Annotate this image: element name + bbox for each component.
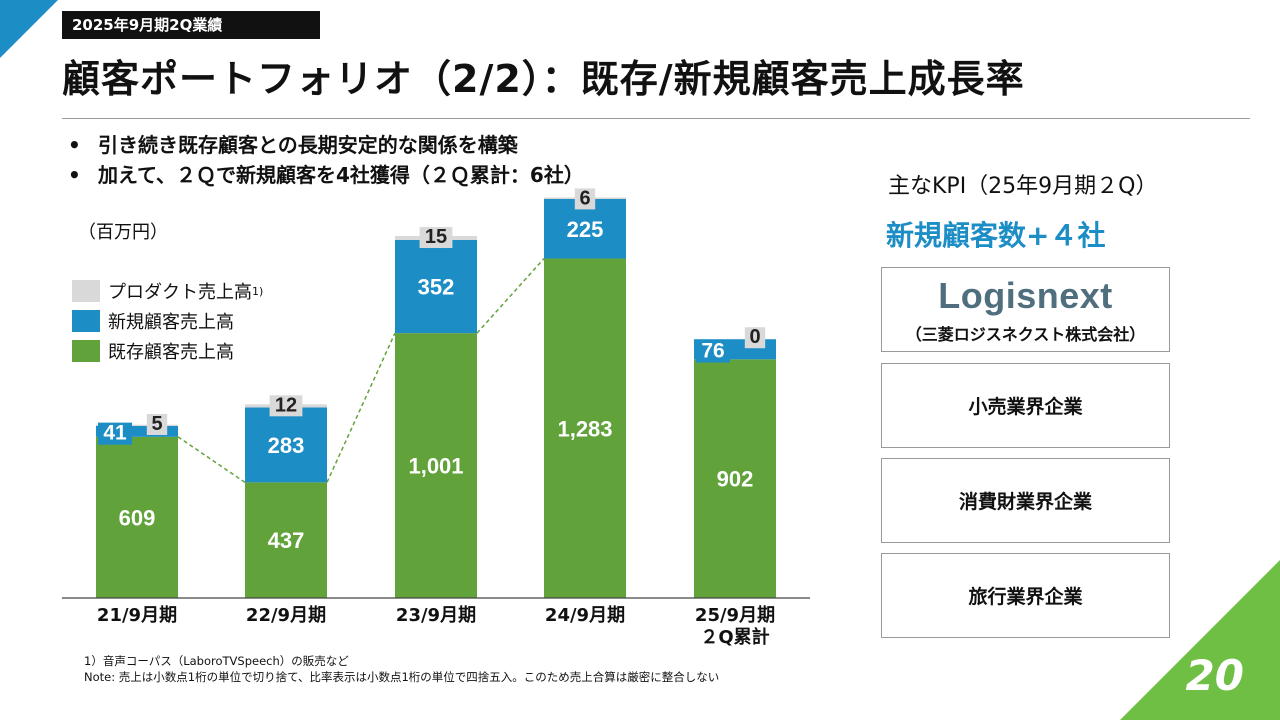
page-title: 顧客ポートフォリオ（2/2）：既存/新規顧客売上成長率	[62, 57, 1025, 101]
data-label-bg	[269, 395, 303, 417]
period-tag: 2025年9月期2Q業績	[62, 11, 320, 39]
data-label-product: 5	[151, 413, 162, 435]
customer-card-logisnext: Logisnext （三菱ロジスネクスト株式会社）	[881, 267, 1170, 352]
legend-swatch	[72, 310, 100, 332]
data-label-new: 283	[268, 433, 305, 458]
data-label-existing: 437	[268, 528, 305, 553]
data-label-existing: 609	[119, 505, 156, 530]
footnote: 1）音声コーパス（LaboroTVSpeech）の販売など	[84, 654, 349, 668]
data-label-product: 6	[579, 187, 590, 209]
bar-segment	[96, 436, 178, 598]
data-label-product: 15	[425, 226, 447, 248]
data-label-new: 76	[701, 339, 724, 362]
data-label-new: 41	[103, 421, 127, 444]
legend-swatch	[72, 340, 100, 362]
customer-card-retail: 小売業界企業	[881, 363, 1170, 448]
growth-connector-line	[326, 332, 396, 483]
x-tick-label: 23/9月期	[396, 605, 476, 626]
legend-item-new: 新規顧客売上高	[72, 306, 263, 336]
bullet-item: • 加えて、２Ｑで新規顧客を4社獲得（２Ｑ累計：6社）	[68, 163, 584, 187]
bar-segment	[544, 258, 626, 598]
title-divider	[62, 118, 1250, 119]
corner-accent-top-left	[0, 0, 58, 58]
customer-name: 消費財業界企業	[958, 491, 1092, 513]
bar-segment	[245, 482, 327, 598]
data-label-bg	[574, 188, 596, 210]
data-label-bg	[97, 422, 133, 445]
customer-name: 旅行業界企業	[968, 586, 1083, 608]
legend-item-product: プロダクト売上高 1)	[72, 276, 263, 306]
x-tick-label: ２Q累計	[700, 626, 769, 648]
bar-segment	[694, 359, 776, 598]
customer-name: （三菱ロジスネクスト株式会社）	[905, 324, 1146, 344]
customer-card-travel: 旅行業界企業	[881, 553, 1170, 638]
stacked-bar-chart: 609 41 5 21/9月期 437 283 12 22/9月期 1,001 352 15 23/9…	[62, 187, 810, 648]
x-tick-label: 21/9月期	[97, 605, 177, 626]
footnotes: 1）音声コーパス（LaboroTVSpeech）の販売など Note: 売上は小…	[84, 653, 719, 685]
page-number: 20	[1185, 651, 1244, 700]
kpi-highlight: 新規顧客数+４社	[886, 219, 1106, 252]
data-label-new: 352	[418, 275, 455, 300]
data-label-existing: 1,283	[557, 416, 612, 441]
data-label-bg	[695, 340, 731, 363]
legend-swatch	[72, 280, 100, 302]
data-label-new: 225	[567, 217, 604, 242]
customer-card-consumer-goods: 消費財業界企業	[881, 458, 1170, 543]
customer-name: 小売業界企業	[968, 396, 1083, 418]
x-tick-label: 24/9月期	[545, 605, 625, 626]
growth-connector-line	[476, 258, 545, 334]
bar-segment	[245, 407, 327, 483]
data-label-existing: 902	[717, 467, 754, 492]
unit-label: （百万円）	[78, 222, 168, 243]
bar-segment	[395, 333, 477, 598]
data-label-product: 12	[275, 394, 297, 416]
bar-segment	[96, 426, 178, 437]
bullet-item: • 引き続き既存顧客との長期安定的な関係を構築	[68, 133, 518, 157]
growth-connector-line	[177, 436, 246, 483]
data-label-bg	[419, 227, 453, 249]
x-tick-label: 22/9月期	[246, 605, 326, 626]
legend-item-existing: 既存顧客売上高	[72, 336, 263, 366]
corner-accent-bottom-right	[1120, 560, 1280, 720]
data-label-bg	[146, 414, 168, 436]
data-label-bg	[744, 327, 766, 349]
bar-segment	[395, 239, 477, 334]
kpi-heading: 主なKPI（25年9月期２Q）	[888, 174, 1158, 199]
data-label-existing: 1,001	[408, 454, 463, 479]
bullet-list: • 引き続き既存顧客との長期安定的な関係を構築 • 加えて、２Ｑで新規顧客を4社獲得…	[68, 130, 584, 190]
footnote: Note: 売上は小数点1桁の単位で切り捨て、比率表示は小数点1桁の単位で四捨五…	[84, 670, 720, 684]
chart-legend: プロダクト売上高 1) 新規顧客売上高 既存顧客売上高	[72, 276, 263, 366]
bar-segment	[96, 424, 178, 427]
data-label-product: 0	[749, 326, 760, 348]
x-tick-label: 25/9月期	[695, 605, 775, 626]
logisnext-logo: Logisnext	[938, 274, 1113, 316]
